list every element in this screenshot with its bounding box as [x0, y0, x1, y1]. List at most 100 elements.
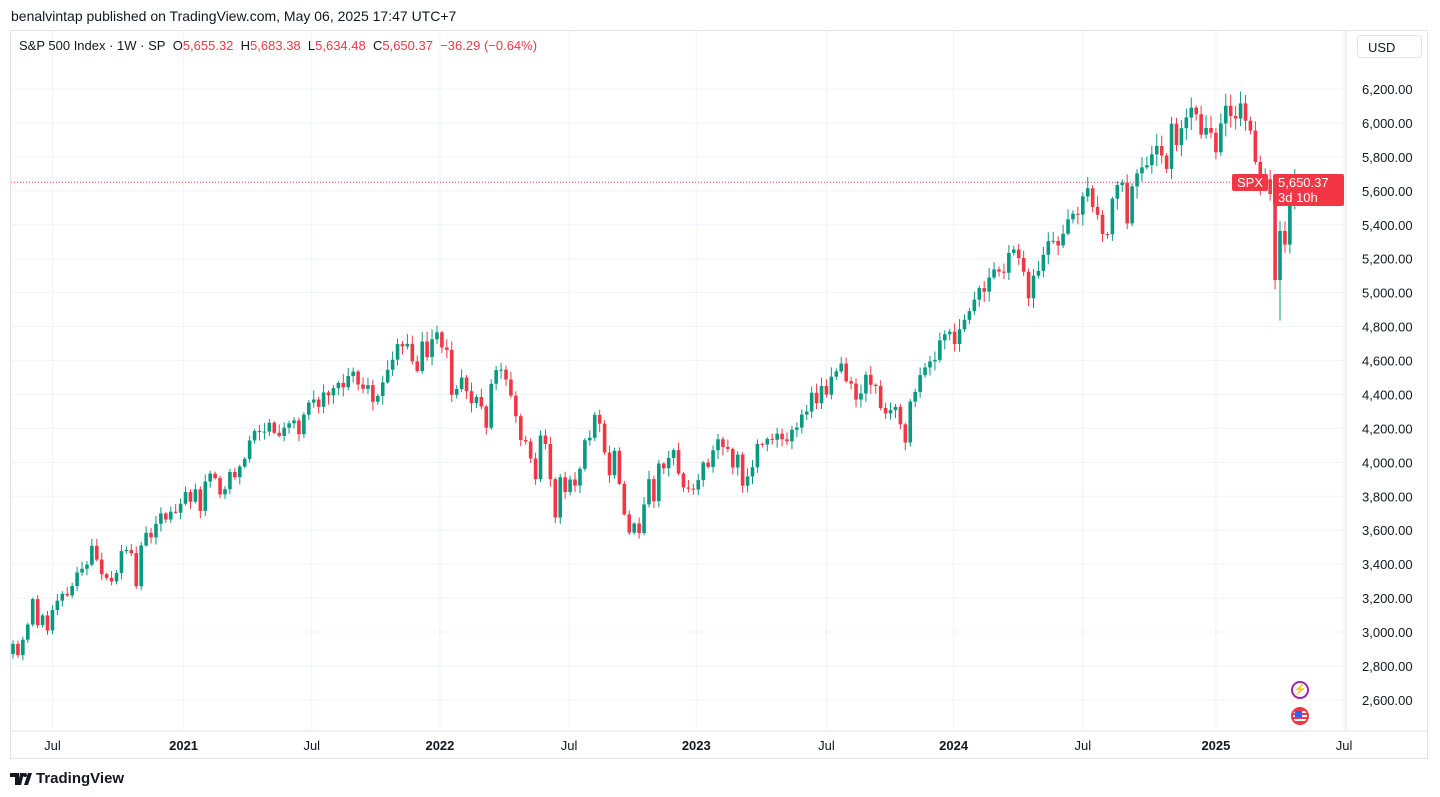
candle [356, 369, 360, 391]
candle [124, 546, 129, 554]
candle-body [331, 388, 336, 396]
x-tick-label: Jul [1336, 738, 1353, 753]
candle [1164, 152, 1169, 173]
y-tick-label: 4,000.00 [1362, 455, 1413, 470]
candle [198, 486, 203, 519]
candle-body [307, 402, 311, 415]
candle-body [1046, 241, 1051, 255]
candle [1154, 133, 1159, 167]
candle-body [1199, 114, 1203, 135]
candle-body [1090, 188, 1095, 207]
candle [518, 413, 523, 447]
candle-body [760, 443, 765, 445]
symbol-title[interactable]: S&P 500 Index · 1W · SP [19, 38, 166, 53]
candle-body [873, 384, 878, 386]
candle-body [30, 599, 35, 625]
candle [134, 546, 139, 589]
candle [1041, 246, 1046, 278]
candle-body [923, 367, 927, 376]
candle [95, 539, 99, 562]
x-tick-label: 2023 [682, 738, 711, 753]
candle [213, 471, 217, 480]
candle-body [839, 363, 844, 372]
candle [1026, 268, 1031, 307]
candle [765, 437, 770, 452]
candle-body [1061, 233, 1065, 246]
candle-body [1110, 198, 1115, 235]
x-tick-label: Jul [303, 738, 320, 753]
candle-body [237, 466, 242, 478]
candle-body [247, 440, 252, 459]
candle [1233, 105, 1238, 130]
candle [183, 486, 188, 506]
candle-body [972, 299, 977, 312]
candle [893, 403, 898, 419]
candle [1130, 183, 1134, 227]
candle [90, 538, 94, 567]
candle-body [124, 549, 129, 552]
candle [233, 467, 237, 480]
candle [193, 483, 198, 504]
candle [479, 388, 484, 410]
candle [928, 355, 932, 376]
candle-body [228, 472, 232, 490]
candle [661, 462, 666, 475]
candle-body [164, 513, 168, 520]
candle [1174, 117, 1179, 152]
candle-body [735, 454, 740, 468]
candle-body [898, 406, 903, 425]
candle-body [666, 457, 671, 469]
candle [1169, 116, 1174, 180]
candle-body [371, 385, 375, 402]
candle-body [992, 269, 996, 278]
candle [267, 419, 272, 437]
currency-button[interactable]: USD [1357, 35, 1422, 58]
candle [588, 430, 592, 446]
candle [814, 383, 819, 410]
candle-body [1056, 240, 1060, 246]
candle [1204, 115, 1208, 139]
candle-body [765, 438, 770, 445]
candle [208, 470, 212, 488]
candle-body [878, 385, 883, 409]
x-tick-label: 2021 [169, 738, 198, 753]
candle [997, 266, 1001, 277]
candle-body [691, 488, 696, 490]
candle [647, 470, 651, 508]
us-flag-icon[interactable] [1291, 707, 1309, 725]
candle-body [750, 467, 755, 477]
candle [681, 471, 686, 492]
lightning-icon[interactable]: ⚡ [1291, 681, 1309, 699]
candle [144, 526, 148, 547]
candle-body [588, 437, 592, 441]
candle [716, 433, 720, 460]
candle-body [893, 406, 898, 411]
candle [691, 483, 696, 495]
tradingview-logo[interactable]: TradingView [10, 770, 124, 787]
candle-body [834, 371, 839, 377]
candle [425, 331, 429, 361]
candle-body [652, 479, 656, 502]
candle-body [489, 383, 494, 428]
candle [1007, 245, 1011, 281]
candle [1184, 108, 1189, 140]
candle [854, 378, 858, 408]
candle-body [1120, 182, 1125, 186]
candle [1209, 115, 1213, 139]
candle-body [533, 458, 538, 480]
candle [1135, 169, 1139, 199]
candle [159, 507, 163, 532]
candle [933, 351, 937, 371]
candle-body [681, 473, 686, 488]
candle-body [642, 504, 646, 534]
candle [859, 384, 863, 408]
candle-body [1253, 130, 1258, 162]
candle [563, 471, 567, 499]
candle-body [262, 431, 267, 433]
candle [607, 445, 612, 483]
candle-body [1278, 231, 1282, 281]
candle-body [292, 420, 296, 424]
candle-body [469, 391, 474, 404]
candle-body [740, 454, 745, 486]
